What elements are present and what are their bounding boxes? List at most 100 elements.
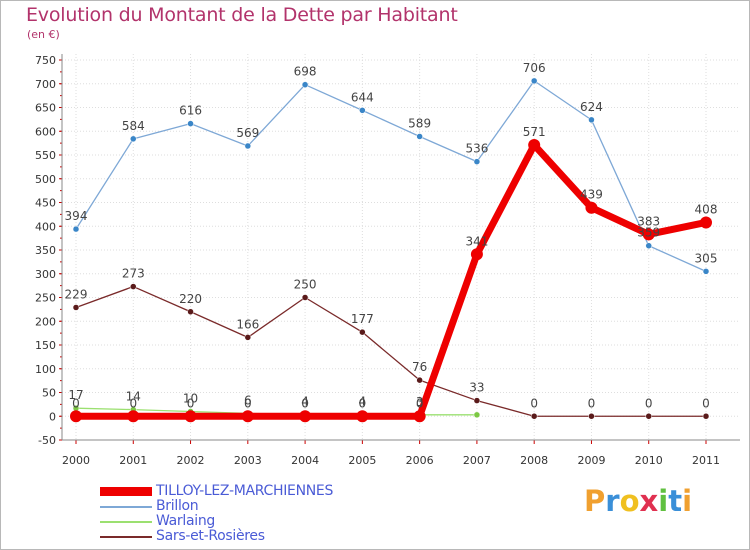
- data-point: [700, 216, 712, 229]
- data-point: [72, 225, 80, 233]
- data-point: [356, 410, 369, 423]
- logo-letter: x: [639, 484, 659, 518]
- data-label: 0: [129, 396, 137, 410]
- data-point: [645, 413, 652, 420]
- y-tick-label: 650: [35, 102, 56, 115]
- y-tick-label: 550: [35, 149, 56, 162]
- data-point: [299, 410, 312, 423]
- data-label: 624: [580, 100, 603, 114]
- data-point: [473, 158, 481, 165]
- data-label: 341: [465, 234, 488, 248]
- series-line-0: [72, 141, 710, 420]
- data-point: [244, 142, 252, 150]
- data-point: [702, 413, 710, 420]
- y-tick-label: 50: [42, 387, 56, 400]
- data-label: 14: [126, 390, 141, 404]
- series-lines: [70, 77, 712, 423]
- data-label: 0: [588, 396, 596, 410]
- legend-label-warlaing: Warlaing: [156, 513, 216, 529]
- logo-letter: i: [658, 484, 669, 518]
- x-tick-label: 2001: [119, 454, 147, 467]
- x-tick-label: 2000: [62, 454, 90, 467]
- data-point: [184, 410, 197, 423]
- x-tick-label: 2008: [520, 454, 548, 467]
- data-point: [244, 334, 252, 341]
- data-label: 6: [244, 393, 252, 407]
- y-tick-label: 600: [35, 125, 56, 138]
- y-tick-label: 300: [35, 268, 56, 281]
- logo-letter: t: [668, 484, 683, 518]
- legend-swatch-tilloy: [100, 487, 152, 496]
- data-point: [70, 410, 82, 423]
- y-tick-label: 0: [49, 410, 56, 423]
- data-label: 584: [122, 119, 145, 133]
- series-line-1: [75, 80, 707, 273]
- x-tick-label: 2002: [177, 454, 205, 467]
- data-label: 571: [523, 125, 546, 139]
- data-label: 0: [416, 396, 424, 410]
- data-point: [127, 410, 140, 423]
- x-tick-label: 2009: [577, 454, 605, 467]
- data-label: 706: [523, 61, 546, 75]
- axes: -500501001502002503003504004505005506006…: [35, 54, 740, 467]
- data-point: [470, 248, 483, 261]
- logo-letter: P: [584, 484, 606, 518]
- data-point: [588, 413, 595, 420]
- grid-lines: [62, 54, 740, 441]
- data-label: 273: [122, 267, 145, 281]
- y-tick-label: 200: [35, 315, 56, 328]
- y-tick-label: 350: [35, 244, 56, 257]
- x-tick-label: 2005: [348, 454, 376, 467]
- x-tick-label: 2004: [291, 454, 319, 467]
- data-point: [528, 139, 541, 152]
- data-label: 439: [580, 188, 603, 202]
- x-tick-label: 2003: [234, 454, 262, 467]
- data-point: [241, 410, 254, 423]
- y-tick-label: 750: [35, 54, 56, 67]
- unit-label: (en €): [27, 28, 60, 41]
- data-label: 698: [294, 65, 317, 79]
- logo-letter: r: [605, 484, 620, 518]
- data-label: 408: [695, 202, 718, 216]
- data-label: 359: [637, 226, 660, 240]
- x-tick-label: 2010: [635, 454, 663, 467]
- y-tick-label: -50: [38, 434, 56, 447]
- logo-letter: o: [619, 484, 640, 518]
- data-label: 0: [530, 396, 538, 410]
- legend-swatch-brillon: [100, 506, 152, 508]
- data-point: [301, 81, 309, 88]
- data-point: [645, 242, 652, 249]
- data-point: [72, 304, 80, 311]
- data-label: 17: [68, 388, 83, 402]
- data-point: [530, 413, 538, 420]
- data-point: [130, 283, 137, 290]
- data-point: [301, 294, 309, 301]
- data-label: 569: [236, 126, 259, 140]
- data-label: 616: [179, 104, 202, 118]
- data-label: 0: [645, 396, 653, 410]
- data-point: [642, 228, 655, 241]
- logo-letter: i: [682, 484, 693, 518]
- data-label: 177: [351, 312, 374, 326]
- legend-label-brillon: Brillon: [156, 498, 199, 514]
- data-label: 0: [301, 396, 309, 410]
- data-point: [359, 107, 366, 114]
- y-tick-label: 500: [35, 173, 56, 186]
- data-point: [473, 397, 481, 404]
- data-label: 76: [412, 360, 427, 374]
- legend-swatch-warlaing: [100, 521, 152, 523]
- x-tick-label: 2006: [406, 454, 434, 467]
- data-label: 166: [236, 317, 259, 331]
- data-point: [130, 135, 137, 143]
- legend-label-sars: Sars-et-Rosières: [156, 528, 265, 544]
- y-tick-label: 100: [35, 363, 56, 376]
- data-label: 394: [65, 209, 88, 223]
- legend-swatch-sars: [100, 536, 152, 538]
- data-label: 33: [469, 381, 484, 395]
- data-label: 220: [179, 292, 202, 306]
- data-label: 0: [187, 396, 195, 410]
- y-tick-label: 150: [35, 339, 56, 352]
